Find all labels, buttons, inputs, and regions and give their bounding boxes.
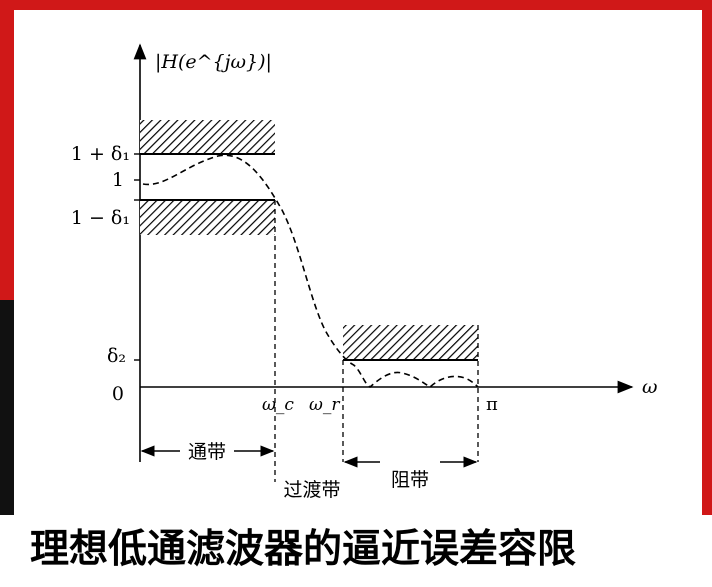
passband-label: 通带 — [188, 441, 226, 463]
stopband-forbidden-region — [343, 325, 478, 360]
caption-band — [0, 515, 712, 587]
tick-label-one-plus-delta1: 1 + δ₁ — [71, 143, 130, 165]
y-axis-label: |H(e^{jω})| — [155, 51, 272, 73]
passband-upper-forbidden-region — [140, 120, 275, 154]
diagram-panel — [14, 10, 702, 515]
magnitude-response-curve — [142, 154, 479, 388]
tick-label-zero: 0 — [112, 383, 124, 405]
figure-caption: 理想低通滤波器的逼近误差容限 — [30, 527, 577, 572]
x-axis-label: ω — [642, 376, 658, 398]
tick-label-omega-c: ω_c — [262, 395, 294, 415]
tick-label-omega-r: ω_r — [309, 395, 340, 415]
tick-label-one-minus-delta1: 1 − δ₁ — [71, 207, 130, 229]
transition-band-label: 过渡带 — [283, 479, 340, 501]
stopband-label: 阻带 — [391, 469, 429, 491]
tick-label-one: 1 — [112, 169, 124, 191]
passband-lower-forbidden-region — [140, 200, 275, 235]
tick-label-pi: π — [486, 394, 498, 415]
tick-label-delta2: δ₂ — [107, 345, 126, 367]
